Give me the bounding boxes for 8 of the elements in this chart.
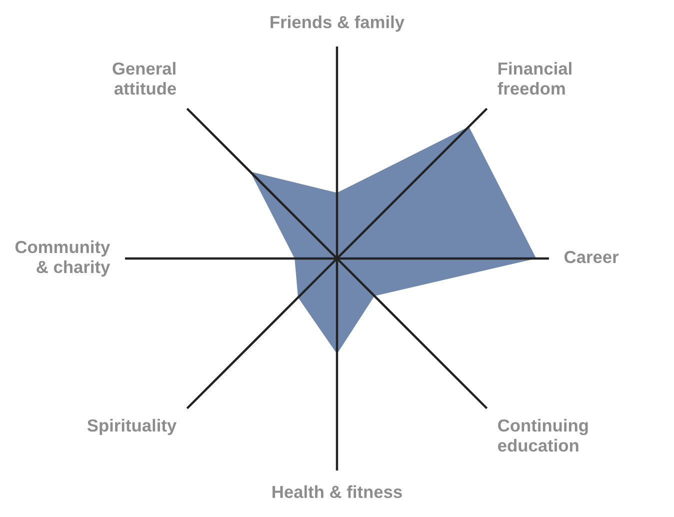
spoke-label: Continuing education [498,418,588,452]
spoke-label: General attitude [112,62,176,95]
spoke-label: Community & charity [15,240,110,277]
spoke-label: Health & fitness [272,485,402,498]
spoke-label: Spirituality [87,418,177,436]
spoke-label: Career [564,250,619,264]
spoke-label: Friends & family [270,16,404,32]
spoke-label: Financial freedom [498,62,572,95]
